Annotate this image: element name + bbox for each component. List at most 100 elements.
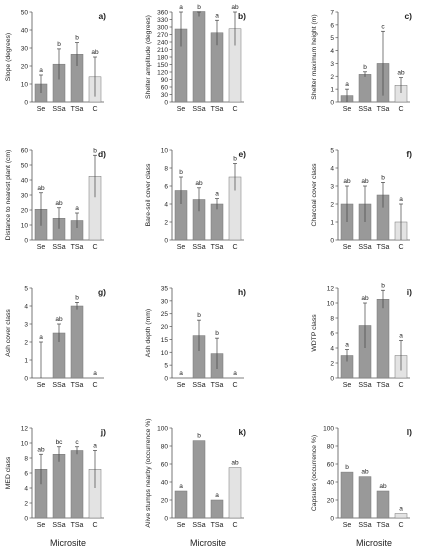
p6-x-tick-label-Se: Se [343, 244, 352, 251]
p8-sig-letter-C: a [233, 370, 237, 377]
p2-panel-label: b) [238, 11, 246, 21]
p7-y-tick-label-5: 5 [24, 286, 28, 293]
p4-sig-letter-SSa: ab [55, 200, 63, 207]
p5-x-tick-label-C: C [232, 244, 237, 251]
p10-sig-letter-SSa: bc [56, 439, 64, 446]
p3-y-tick-label-5: 5 [330, 35, 334, 42]
p12-x-tick-label-SSa: SSa [358, 522, 371, 529]
p3-sig-letter-SSa: b [363, 64, 367, 71]
p3-y-tick-label-1: 1 [330, 87, 334, 94]
p5-sig-letter-SSa: ab [195, 180, 203, 187]
p10-sig-letter-Se: ab [37, 446, 45, 453]
p10-y-tick-label-5: 10 [21, 441, 29, 448]
p7-bar-TSa [70, 305, 84, 379]
p11-sig-letter-Se: a [179, 483, 183, 490]
p9-y-tick-label-4: 8 [330, 316, 334, 323]
p6-sig-letter-Se: ab [343, 178, 351, 185]
p10-x-tick-label-SSa: SSa [52, 522, 65, 529]
p3-x-tick-label-TSa: TSa [377, 106, 390, 113]
p11-y-axis-title: Alive stumps nearby (occurrence %) [145, 418, 152, 527]
p1-y-tick-label-3: 30 [21, 46, 29, 53]
p9-x-tick-label-SSa: SSa [358, 382, 371, 389]
p4-y-axis-title: Distance to nearest plant (cm) [5, 150, 12, 241]
p5-x-tick-label-Se: Se [177, 244, 186, 251]
p7-x-tick-label-C: C [92, 382, 97, 389]
p9-sig-letter-SSa: ab [361, 295, 369, 302]
p5-y-tick-label-3: 6 [164, 184, 168, 191]
p12-x-tick-label-C: C [398, 522, 403, 529]
p11-x-tick-label-Se: Se [177, 522, 186, 529]
p6-y-tick-label-1: 1 [330, 220, 334, 227]
p4-x-tick-label-C: C [92, 244, 97, 251]
p1-x-tick-label-C: C [92, 106, 97, 113]
p2-y-axis-title: Shelter amplitude (degrees) [145, 15, 152, 99]
p11-bar-Se [174, 490, 188, 519]
p12-y-tick-label-1: 20 [327, 498, 335, 505]
p2-y-tick-label-4: 120 [157, 70, 168, 77]
p9-y-tick-label-6: 12 [327, 286, 335, 293]
p7-y-tick-label-0: 0 [24, 376, 28, 383]
p12-bar-C [394, 513, 408, 519]
p11-y-tick-label-1: 20 [161, 498, 169, 505]
p12-y-tick-label-5: 100 [323, 426, 334, 433]
p7-sig-letter-Se: a [39, 334, 43, 341]
p12-y-tick-label-2: 40 [327, 480, 335, 487]
p4-sig-letter-C: b [93, 147, 97, 154]
p11-x-tick-label-C: C [232, 522, 237, 529]
p8-y-tick-label-2: 10 [161, 350, 169, 357]
p2-y-tick-label-11: 330 [157, 17, 168, 24]
p5-x-tick-label-SSa: SSa [192, 244, 205, 251]
p11-panel-label: k) [238, 427, 246, 437]
p9-sig-letter-Se: a [345, 342, 349, 349]
p1-y-tick-label-0: 0 [24, 100, 28, 107]
p12-bar-Se [340, 471, 354, 519]
p12-x-tick-label-Se: Se [343, 522, 352, 529]
p3-sig-letter-TSa: c [381, 23, 385, 30]
p12-y-tick-label-0: 0 [330, 516, 334, 523]
p6-sig-letter-C: a [399, 196, 403, 203]
p5-y-tick-label-2: 4 [164, 202, 168, 209]
p8-sig-letter-TSa: b [215, 330, 219, 337]
p9-x-tick-label-TSa: TSa [377, 382, 390, 389]
p1-y-tick-label-4: 40 [21, 28, 29, 35]
p6-x-tick-label-C: C [398, 244, 403, 251]
p12-sig-letter-C: a [399, 506, 403, 513]
p1-sig-letter-Se: a [39, 67, 43, 74]
p6-sig-letter-TSa: b [381, 174, 385, 181]
p11-bar-C [228, 467, 242, 519]
p2-y-tick-label-6: 180 [157, 55, 168, 62]
p3-x-tick-label-Se: Se [343, 106, 352, 113]
p10-x-tick-label-TSa: TSa [71, 522, 84, 529]
p11-x-tick-label-TSa: TSa [211, 522, 224, 529]
p6-x-tick-label-TSa: TSa [377, 244, 390, 251]
p2-sig-letter-TSa: a [215, 12, 219, 19]
p7-y-tick-label-2: 2 [24, 340, 28, 347]
p8-x-tick-label-Se: Se [177, 382, 186, 389]
p6-y-tick-label-3: 3 [330, 184, 334, 191]
p2-y-tick-label-2: 60 [161, 85, 169, 92]
p7-y-tick-label-1: 1 [24, 358, 28, 365]
p12-panel-label: l) [407, 427, 412, 437]
p11-x-tick-label-SSa: SSa [192, 522, 205, 529]
p2-sig-letter-Se: a [179, 4, 183, 11]
p6-x-tick-label-SSa: SSa [358, 244, 371, 251]
p11-y-tick-label-0: 0 [164, 516, 168, 523]
p12-y-tick-label-4: 80 [327, 444, 335, 451]
p12-y-axis-title: Capsules (occurrence %) [311, 435, 318, 511]
p12-bar-SSa [358, 476, 372, 519]
p3-sig-letter-C: ab [397, 70, 405, 77]
p5-sig-letter-C: b [233, 156, 237, 163]
p4-y-tick-label-0: 0 [24, 238, 28, 245]
p8-x-tick-label-SSa: SSa [192, 382, 205, 389]
p4-x-tick-label-Se: Se [37, 244, 46, 251]
p3-x-tick-label-SSa: SSa [358, 106, 371, 113]
p10-y-tick-label-3: 6 [24, 471, 28, 478]
p4-x-tick-label-SSa: SSa [52, 244, 65, 251]
p10-sig-letter-C: a [93, 443, 97, 450]
x-axis-title-1: Microsite [50, 538, 86, 548]
p6-sig-letter-SSa: ab [361, 178, 369, 185]
p8-y-tick-label-1: 5 [164, 363, 168, 370]
p12-sig-letter-Se: b [345, 464, 349, 471]
p2-y-tick-label-9: 270 [157, 32, 168, 39]
